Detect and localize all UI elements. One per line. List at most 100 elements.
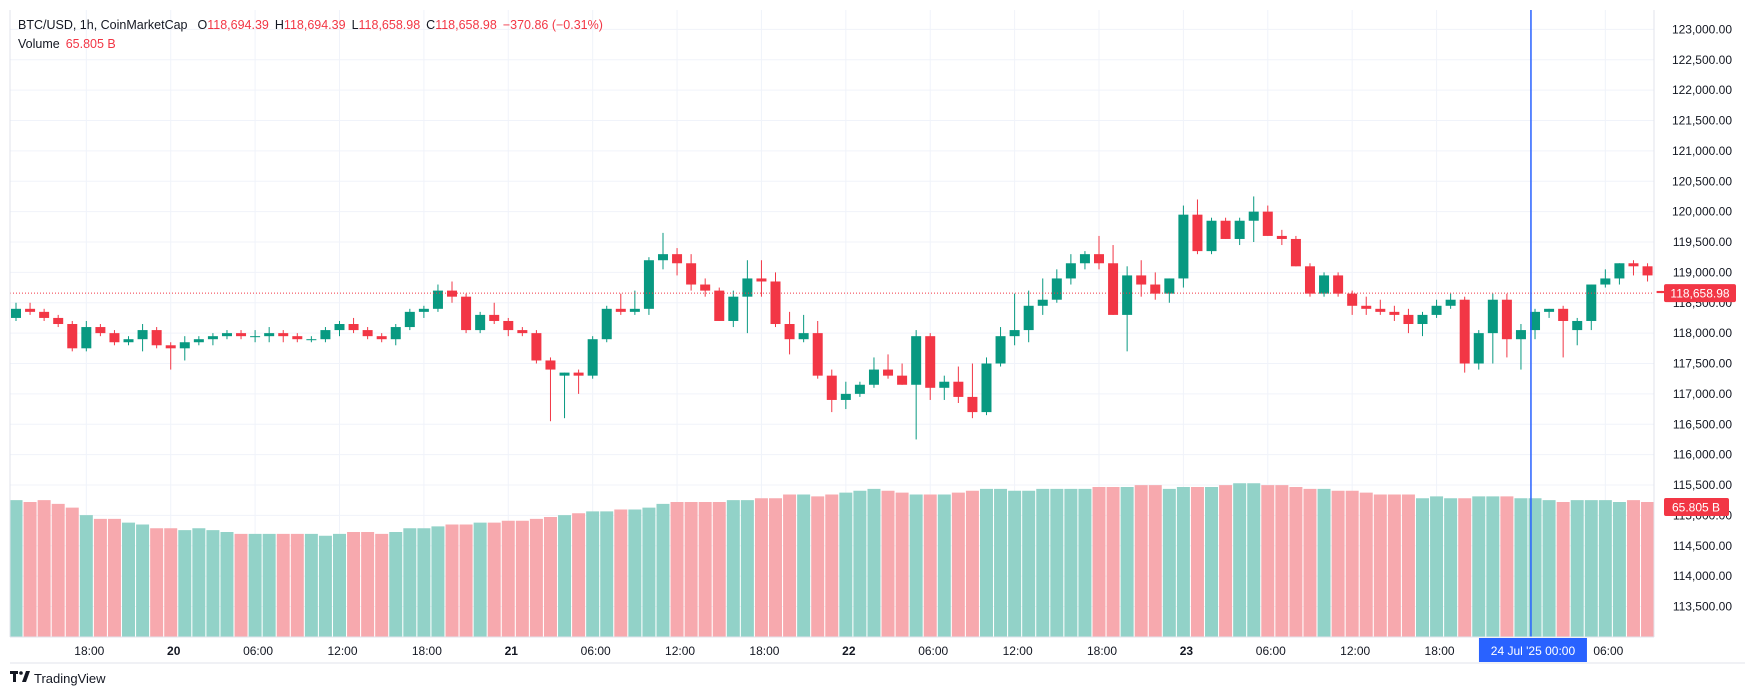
- candle-body: [728, 296, 739, 321]
- volume-bar: [543, 517, 557, 637]
- candle-body: [1417, 314, 1428, 325]
- volume-bar: [417, 528, 431, 637]
- volume-bar: [304, 533, 318, 637]
- candle: [812, 320, 823, 379]
- candle: [489, 302, 500, 325]
- candle-body: [953, 381, 964, 397]
- candle: [151, 327, 162, 349]
- volume-bar: [1345, 490, 1359, 637]
- candle-body: [615, 308, 626, 312]
- candle-body: [1304, 266, 1315, 294]
- candle: [207, 333, 218, 346]
- volume-bar: [853, 490, 867, 637]
- candle: [123, 336, 134, 346]
- candle-body: [643, 260, 654, 309]
- volume-bars: [9, 483, 1655, 637]
- time-tick-label: 06:00: [1593, 644, 1623, 658]
- candle: [643, 257, 654, 315]
- candle-body: [854, 384, 865, 394]
- candle: [1290, 235, 1301, 267]
- price-tick-label: 119,500.00: [1673, 235, 1732, 249]
- candle: [981, 357, 992, 416]
- volume-bar: [220, 532, 234, 637]
- time-tick-label: 23: [1180, 644, 1194, 658]
- candle: [432, 284, 443, 312]
- candle-body: [193, 339, 204, 343]
- candle: [868, 357, 879, 388]
- time-axis[interactable]: 18:00 20 06:00 12:00 18:00 21 06:00 12:00 18:00 2…: [74, 638, 1624, 662]
- candle-body: [1600, 278, 1611, 285]
- candle-body: [883, 369, 894, 376]
- candle-body: [1023, 305, 1034, 331]
- candle: [784, 311, 795, 355]
- candle-body: [334, 324, 345, 331]
- candle: [292, 333, 303, 343]
- candle-body: [1037, 299, 1048, 306]
- high-value: 118,694.39: [283, 18, 346, 32]
- volume-bar: [712, 502, 726, 637]
- candle: [995, 327, 1006, 367]
- candle-body: [250, 336, 261, 338]
- candle-body: [1319, 275, 1330, 294]
- candle: [1065, 254, 1076, 285]
- candle: [657, 232, 668, 270]
- volume-tag-label: 65.805 B: [1672, 501, 1720, 515]
- candle-body: [292, 336, 303, 340]
- volume-bar: [178, 530, 192, 637]
- candle-body: [1108, 263, 1119, 315]
- candle-body: [1009, 330, 1020, 337]
- volume-label[interactable]: Volume: [18, 37, 60, 51]
- symbol-title[interactable]: BTC/USD, 1h, CoinMarketCap: [18, 18, 188, 32]
- candle: [1389, 305, 1400, 321]
- candle-body: [179, 342, 190, 349]
- volume-bar: [65, 507, 79, 637]
- tradingview-brand[interactable]: TradingView: [10, 670, 106, 686]
- candle: [250, 330, 261, 343]
- candle: [221, 330, 232, 340]
- candle: [925, 333, 936, 400]
- candle-body: [1445, 299, 1456, 306]
- volume-bar: [1472, 496, 1486, 637]
- volume-bar: [1106, 487, 1120, 637]
- candle: [81, 320, 92, 352]
- candle: [1094, 235, 1105, 270]
- candle: [348, 317, 359, 334]
- volume-bar: [1008, 490, 1022, 637]
- candle-body: [939, 381, 950, 388]
- candle: [1431, 299, 1442, 318]
- volume-bar: [347, 532, 361, 637]
- candle: [531, 330, 542, 364]
- volume-bar: [1219, 485, 1233, 637]
- candle: [1544, 308, 1555, 318]
- candle-body: [348, 324, 359, 331]
- candle: [1108, 245, 1119, 315]
- crosshair-time-label: 24 Jul '25 00:00: [1491, 644, 1576, 658]
- candle: [1459, 296, 1470, 373]
- candle: [1656, 290, 1667, 294]
- volume-bar: [1528, 498, 1542, 637]
- volume-bar: [1444, 498, 1458, 637]
- volume-bar: [1612, 502, 1626, 637]
- candle: [1628, 260, 1639, 276]
- candle: [1333, 272, 1344, 297]
- candle: [1614, 263, 1625, 285]
- volume-bar: [783, 494, 797, 637]
- candle: [306, 336, 317, 343]
- candle: [53, 314, 64, 328]
- close-label: C: [426, 18, 436, 32]
- candle-body: [137, 330, 148, 340]
- candle: [1276, 229, 1287, 246]
- price-axis[interactable]: 113,500.00114,000.00114,500.00115,000.00…: [1664, 22, 1736, 614]
- candle-body: [123, 339, 134, 343]
- volume-bar: [1064, 488, 1078, 637]
- time-tick-label: 18:00: [1087, 644, 1117, 658]
- volume-bar: [1317, 488, 1331, 637]
- candle: [1642, 263, 1653, 282]
- candle-body: [95, 327, 106, 334]
- volume-bar: [529, 518, 543, 637]
- volume-bar: [1134, 485, 1148, 637]
- candle-body: [1544, 308, 1555, 312]
- candle-body: [1333, 275, 1344, 294]
- candle-body: [1136, 275, 1147, 285]
